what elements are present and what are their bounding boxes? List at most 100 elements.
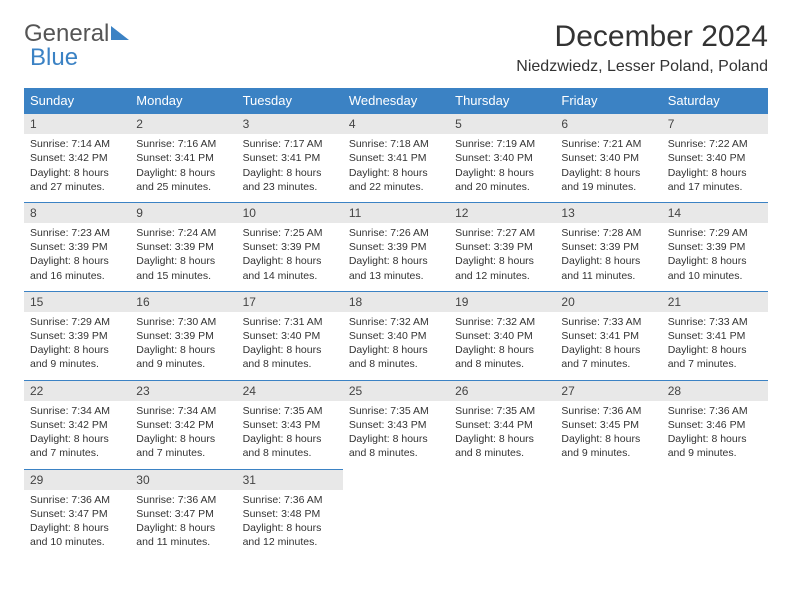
day-body: Sunrise: 7:17 AMSunset: 3:41 PMDaylight:… <box>237 134 343 202</box>
day-body: Sunrise: 7:30 AMSunset: 3:39 PMDaylight:… <box>130 312 236 380</box>
day-number: 2 <box>130 113 236 134</box>
calendar-cell: 16Sunrise: 7:30 AMSunset: 3:39 PMDayligh… <box>130 291 236 380</box>
daylight-text: Daylight: 8 hours and 9 minutes. <box>561 432 655 460</box>
sunset-text: Sunset: 3:39 PM <box>136 240 230 254</box>
day-body: Sunrise: 7:36 AMSunset: 3:47 PMDaylight:… <box>130 490 236 558</box>
sunrise-text: Sunrise: 7:25 AM <box>243 226 337 240</box>
day-body: Sunrise: 7:24 AMSunset: 3:39 PMDaylight:… <box>130 223 236 291</box>
daylight-text: Daylight: 8 hours and 8 minutes. <box>243 432 337 460</box>
calendar-cell: 23Sunrise: 7:34 AMSunset: 3:42 PMDayligh… <box>130 380 236 469</box>
calendar-cell: 17Sunrise: 7:31 AMSunset: 3:40 PMDayligh… <box>237 291 343 380</box>
sunrise-text: Sunrise: 7:29 AM <box>30 315 124 329</box>
day-number: 24 <box>237 380 343 401</box>
daylight-text: Daylight: 8 hours and 11 minutes. <box>561 254 655 282</box>
calendar-cell: 12Sunrise: 7:27 AMSunset: 3:39 PMDayligh… <box>449 202 555 291</box>
sunset-text: Sunset: 3:43 PM <box>349 418 443 432</box>
day-number: 25 <box>343 380 449 401</box>
calendar-cell <box>662 469 768 558</box>
daylight-text: Daylight: 8 hours and 20 minutes. <box>455 166 549 194</box>
calendar-table: Sunday Monday Tuesday Wednesday Thursday… <box>24 88 768 557</box>
day-number: 6 <box>555 113 661 134</box>
daylight-text: Daylight: 8 hours and 19 minutes. <box>561 166 655 194</box>
sunrise-text: Sunrise: 7:17 AM <box>243 137 337 151</box>
daylight-text: Daylight: 8 hours and 7 minutes. <box>668 343 762 371</box>
calendar-cell: 20Sunrise: 7:33 AMSunset: 3:41 PMDayligh… <box>555 291 661 380</box>
day-body: Sunrise: 7:29 AMSunset: 3:39 PMDaylight:… <box>24 312 130 380</box>
sunrise-text: Sunrise: 7:29 AM <box>668 226 762 240</box>
sunset-text: Sunset: 3:39 PM <box>349 240 443 254</box>
calendar-cell: 21Sunrise: 7:33 AMSunset: 3:41 PMDayligh… <box>662 291 768 380</box>
calendar-cell: 3Sunrise: 7:17 AMSunset: 3:41 PMDaylight… <box>237 113 343 202</box>
day-body: Sunrise: 7:27 AMSunset: 3:39 PMDaylight:… <box>449 223 555 291</box>
sunset-text: Sunset: 3:41 PM <box>349 151 443 165</box>
sunset-text: Sunset: 3:46 PM <box>668 418 762 432</box>
sunset-text: Sunset: 3:39 PM <box>561 240 655 254</box>
calendar-body: 1Sunrise: 7:14 AMSunset: 3:42 PMDaylight… <box>24 113 768 557</box>
day-number: 22 <box>24 380 130 401</box>
page-title: December 2024 <box>516 20 768 54</box>
sunrise-text: Sunrise: 7:22 AM <box>668 137 762 151</box>
calendar-cell <box>343 469 449 558</box>
day-body: Sunrise: 7:28 AMSunset: 3:39 PMDaylight:… <box>555 223 661 291</box>
calendar-cell: 26Sunrise: 7:35 AMSunset: 3:44 PMDayligh… <box>449 380 555 469</box>
calendar-cell: 2Sunrise: 7:16 AMSunset: 3:41 PMDaylight… <box>130 113 236 202</box>
day-number: 15 <box>24 291 130 312</box>
title-block: December 2024 Niedzwiedz, Lesser Poland,… <box>516 20 768 76</box>
page-header: General December 2024 Niedzwiedz, Lesser… <box>24 20 768 76</box>
sunset-text: Sunset: 3:39 PM <box>30 329 124 343</box>
sunrise-text: Sunrise: 7:27 AM <box>455 226 549 240</box>
day-number: 13 <box>555 202 661 223</box>
calendar-cell <box>555 469 661 558</box>
day-number: 26 <box>449 380 555 401</box>
calendar-cell: 14Sunrise: 7:29 AMSunset: 3:39 PMDayligh… <box>662 202 768 291</box>
day-number: 17 <box>237 291 343 312</box>
daylight-text: Daylight: 8 hours and 9 minutes. <box>136 343 230 371</box>
daylight-text: Daylight: 8 hours and 14 minutes. <box>243 254 337 282</box>
sunrise-text: Sunrise: 7:35 AM <box>455 404 549 418</box>
sunset-text: Sunset: 3:40 PM <box>349 329 443 343</box>
calendar-cell: 13Sunrise: 7:28 AMSunset: 3:39 PMDayligh… <box>555 202 661 291</box>
sunrise-text: Sunrise: 7:36 AM <box>243 493 337 507</box>
sunrise-text: Sunrise: 7:33 AM <box>668 315 762 329</box>
day-body: Sunrise: 7:22 AMSunset: 3:40 PMDaylight:… <box>662 134 768 202</box>
daylight-text: Daylight: 8 hours and 25 minutes. <box>136 166 230 194</box>
daylight-text: Daylight: 8 hours and 9 minutes. <box>668 432 762 460</box>
calendar-cell: 6Sunrise: 7:21 AMSunset: 3:40 PMDaylight… <box>555 113 661 202</box>
daylight-text: Daylight: 8 hours and 8 minutes. <box>455 343 549 371</box>
calendar-cell <box>449 469 555 558</box>
calendar-cell: 7Sunrise: 7:22 AMSunset: 3:40 PMDaylight… <box>662 113 768 202</box>
daylight-text: Daylight: 8 hours and 10 minutes. <box>668 254 762 282</box>
daylight-text: Daylight: 8 hours and 8 minutes. <box>243 343 337 371</box>
sunset-text: Sunset: 3:42 PM <box>136 418 230 432</box>
day-number: 27 <box>555 380 661 401</box>
sunset-text: Sunset: 3:39 PM <box>136 329 230 343</box>
daylight-text: Daylight: 8 hours and 22 minutes. <box>349 166 443 194</box>
calendar-cell: 28Sunrise: 7:36 AMSunset: 3:46 PMDayligh… <box>662 380 768 469</box>
day-number: 20 <box>555 291 661 312</box>
daylight-text: Daylight: 8 hours and 11 minutes. <box>136 521 230 549</box>
day-number: 29 <box>24 469 130 490</box>
calendar-week-row: 1Sunrise: 7:14 AMSunset: 3:42 PMDaylight… <box>24 113 768 202</box>
daylight-text: Daylight: 8 hours and 16 minutes. <box>30 254 124 282</box>
sunrise-text: Sunrise: 7:36 AM <box>136 493 230 507</box>
calendar-cell: 30Sunrise: 7:36 AMSunset: 3:47 PMDayligh… <box>130 469 236 558</box>
calendar-week-row: 29Sunrise: 7:36 AMSunset: 3:47 PMDayligh… <box>24 469 768 558</box>
sunrise-text: Sunrise: 7:35 AM <box>349 404 443 418</box>
sunset-text: Sunset: 3:39 PM <box>668 240 762 254</box>
day-number: 3 <box>237 113 343 134</box>
day-body: Sunrise: 7:21 AMSunset: 3:40 PMDaylight:… <box>555 134 661 202</box>
sunrise-text: Sunrise: 7:34 AM <box>30 404 124 418</box>
daylight-text: Daylight: 8 hours and 7 minutes. <box>561 343 655 371</box>
daylight-text: Daylight: 8 hours and 8 minutes. <box>455 432 549 460</box>
day-body: Sunrise: 7:36 AMSunset: 3:47 PMDaylight:… <box>24 490 130 558</box>
sunrise-text: Sunrise: 7:21 AM <box>561 137 655 151</box>
day-number: 7 <box>662 113 768 134</box>
sunrise-text: Sunrise: 7:32 AM <box>455 315 549 329</box>
day-body: Sunrise: 7:36 AMSunset: 3:48 PMDaylight:… <box>237 490 343 558</box>
calendar-cell: 29Sunrise: 7:36 AMSunset: 3:47 PMDayligh… <box>24 469 130 558</box>
day-number: 11 <box>343 202 449 223</box>
calendar-cell: 1Sunrise: 7:14 AMSunset: 3:42 PMDaylight… <box>24 113 130 202</box>
day-body: Sunrise: 7:29 AMSunset: 3:39 PMDaylight:… <box>662 223 768 291</box>
calendar-cell: 15Sunrise: 7:29 AMSunset: 3:39 PMDayligh… <box>24 291 130 380</box>
day-body: Sunrise: 7:35 AMSunset: 3:43 PMDaylight:… <box>343 401 449 469</box>
